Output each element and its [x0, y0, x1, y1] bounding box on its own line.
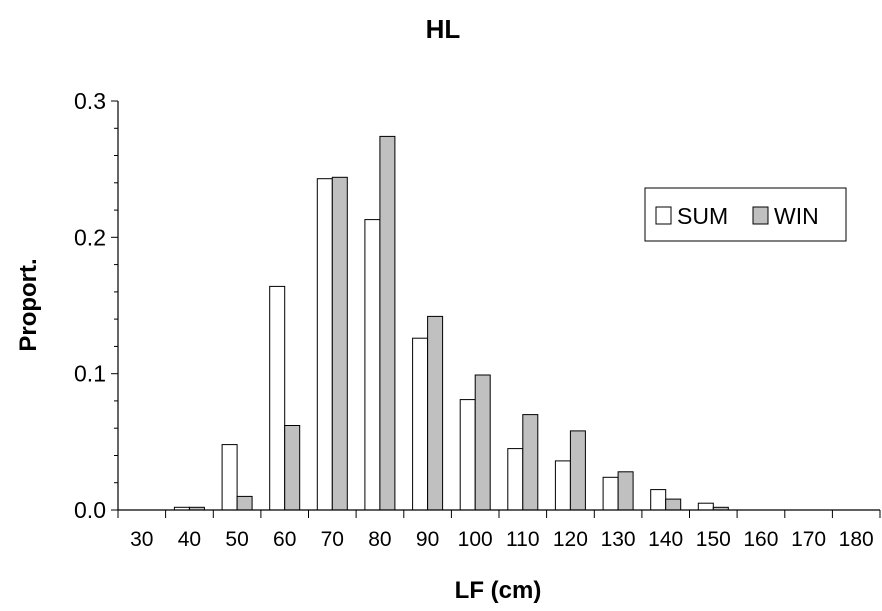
y-axis-title: Proport. [15, 258, 42, 351]
bar-win-100 [474, 374, 491, 511]
bar-win-60 [284, 425, 301, 511]
plot-area: 0.0 0.1 0.2 0.3 30 40 50 60 70 80 90 100 110 120 130 14… [74, 88, 881, 551]
bar-sum-50 [221, 444, 238, 511]
bar-win-90 [427, 315, 444, 511]
legend-swatch-win [752, 206, 769, 225]
x-tick-label: 120 [553, 528, 588, 551]
x-tick-label: 170 [791, 528, 826, 551]
y-tick-label: 0.0 [74, 497, 106, 523]
bar-sum-130 [602, 476, 619, 511]
chart-title: HL [426, 14, 461, 44]
x-tick-label: 160 [743, 528, 778, 551]
bar-win-120 [569, 430, 586, 511]
x-tick-label: 90 [416, 528, 439, 551]
x-tick-label: 140 [648, 528, 683, 551]
x-tick-label: 110 [506, 528, 539, 551]
x-axis-title: LF (cm) [455, 577, 542, 604]
bar-win-110 [522, 414, 539, 511]
bar-sum-150 [697, 502, 714, 511]
x-tick-label: 50 [225, 528, 248, 551]
x-tick-label: 30 [130, 528, 153, 551]
x-tick-label: 70 [321, 528, 344, 551]
bar-win-50 [236, 495, 253, 511]
x-tick-label: 150 [696, 528, 731, 551]
y-tick-label: 0.3 [74, 88, 106, 114]
bar-sum-120 [554, 460, 571, 511]
bar-win-130 [617, 471, 634, 511]
bar-sum-140 [650, 489, 667, 511]
x-tick-label: 100 [458, 528, 493, 551]
bar-sum-60 [269, 285, 286, 511]
x-tick-label: 130 [601, 528, 636, 551]
bar-sum-70 [316, 178, 333, 511]
y-tick-label: 0.1 [74, 361, 106, 387]
y-tick-label: 0.2 [74, 224, 106, 250]
legend-box [644, 187, 847, 242]
bar-win-70 [331, 176, 348, 511]
legend-swatch-sum [655, 206, 672, 225]
legend-label-win: WIN [774, 203, 819, 229]
x-tick-label: 180 [839, 528, 874, 551]
legend-label-sum: SUM [677, 203, 728, 229]
bar-sum-90 [412, 337, 429, 511]
bar-win-140 [665, 498, 682, 511]
legend: SUM WIN [644, 187, 847, 242]
bar-sum-100 [459, 399, 476, 511]
bar-win-80 [379, 135, 396, 511]
x-tick-label: 40 [178, 528, 201, 551]
x-tick-label: 60 [273, 528, 296, 551]
bar-sum-110 [507, 448, 524, 511]
x-tick-label: 80 [368, 528, 391, 551]
bar-sum-80 [364, 219, 381, 511]
